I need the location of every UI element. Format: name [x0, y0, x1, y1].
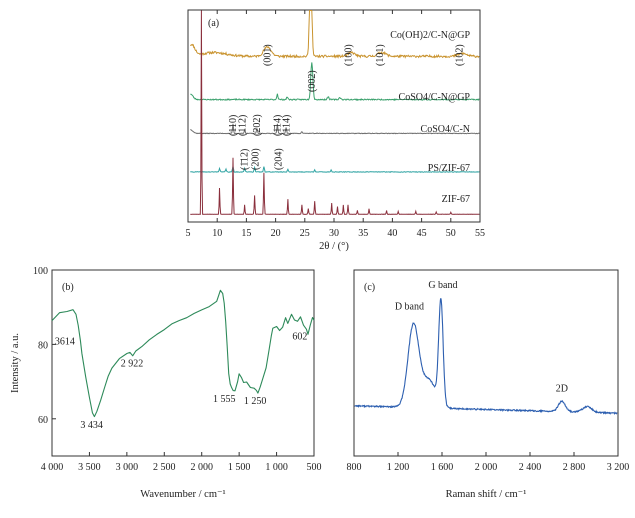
y-tick-label: 80 [38, 340, 48, 351]
x-tick-label: 25 [300, 228, 310, 239]
x-tick-label: 3 000 [116, 462, 139, 473]
peak-label-co-oh-2-c-n-gp-2: (100) [344, 44, 355, 66]
peak-label-coso4-c-n-4: (114) [282, 115, 293, 136]
panel-c-x-axis-label: Raman shift / cm⁻¹ [446, 489, 527, 500]
x-tick-label: 15 [241, 228, 251, 239]
x-tick-label: 50 [446, 228, 456, 239]
x-tick-label: 45 [417, 228, 427, 239]
series-coso4-c-n [190, 123, 480, 135]
x-tick-label: 500 [307, 462, 322, 473]
series-label-co-oh-2-c-n-gp: Co(OH)2/C-N@GP [390, 30, 470, 41]
panel-a-xrd: 5 10 15 20 25 30 35 40 45 50 55 Co(OH)2/C-N@GP (001… [186, 9, 485, 252]
x-tick-label: 20 [271, 228, 281, 239]
peak-label-co-oh-2-c-n-gp-3: (101) [375, 44, 386, 66]
panel-c-frame [353, 269, 619, 457]
x-tick-label: 2 000 [475, 462, 498, 473]
x-tick-label: 3 500 [78, 462, 101, 473]
peak-label-ps-zif-67-2: (204) [274, 148, 285, 170]
x-tick-label: 55 [475, 228, 485, 239]
band-annotation-d-band: D band [395, 301, 424, 312]
peak-label-coso4-c-n-2: (202) [252, 114, 263, 136]
peak-annotation: 2 922 [121, 359, 144, 370]
peak-annotation: 1 555 [213, 394, 236, 405]
peak-label-ps-zif-67-1: (200) [251, 148, 262, 170]
x-tick-label: 3 200 [607, 462, 630, 473]
panel-a-plot-area [189, 10, 480, 215]
series-label-ps-zif-67: PS/ZIF-67 [428, 163, 470, 174]
panel-b-frame [51, 269, 315, 457]
panel-c-label: (c) [364, 282, 375, 293]
x-tick-label: 2 800 [563, 462, 586, 473]
x-tick-label: 35 [358, 228, 368, 239]
x-tick-label: 40 [387, 228, 397, 239]
band-annotation-2d: 2D [556, 383, 568, 394]
series-label-coso4-c-n-gp: CoSO4/C-N@GP [399, 92, 471, 103]
panel-c-plot-area [354, 298, 618, 416]
x-tick-label: 1 000 [265, 462, 288, 473]
series-co-oh-2-c-n-gp [189, 10, 480, 59]
peak-label-coso4-c-n-1: (112) [237, 115, 248, 136]
panel-c-raman: 800 1 200 1 600 2 000 2 400 2 800 3 200 D band… [347, 269, 630, 500]
panel-b-x-axis-label: Wavenumber / cm⁻¹ [140, 489, 225, 500]
y-tick-label: 60 [38, 415, 48, 426]
panel-b-label: (b) [62, 282, 74, 293]
panel-a-x-axis-label: 2θ / (°) [319, 241, 349, 252]
x-tick-label: 2 400 [519, 462, 542, 473]
x-tick-label: 10 [212, 228, 222, 239]
panel-c-annotations: D band G band 2D [395, 280, 568, 394]
series-zif-67 [190, 10, 480, 215]
peak-label-co-oh-2-c-n-gp-4: (102) [455, 44, 466, 66]
x-tick-label: 800 [347, 462, 362, 473]
band-annotation-g-band: G band [428, 280, 457, 291]
ftir-spectrum-line [51, 289, 315, 418]
x-tick-label: 1 200 [387, 462, 410, 473]
panel-c-ticks: 800 1 200 1 600 2 000 2 400 2 800 3 200 [347, 452, 630, 473]
peak-annotation: 1 250 [244, 396, 267, 407]
panel-b-plot-area [51, 289, 315, 418]
x-tick-label: 4 000 [41, 462, 64, 473]
panel-a-x-ticks: 5 10 15 20 25 30 35 40 45 50 55 [186, 10, 485, 239]
x-tick-label: 5 [186, 228, 191, 239]
panel-a-label: (a) [208, 18, 219, 29]
peak-annotation: 3 434 [80, 420, 103, 431]
y-tick-label: 100 [33, 266, 48, 277]
peak-annotation: 3614 [55, 337, 75, 348]
panel-b-y-axis-label: Intensity / a.u. [10, 333, 21, 393]
x-tick-label: 30 [329, 228, 339, 239]
peak-label-ps-zif-67-0: (1̄12) [240, 149, 251, 170]
peak-label-coso4-c-n-3: (1̄14) [272, 115, 283, 136]
panel-b-annotations: 3614 3 434 2 922 1 555 1 250 602 [55, 332, 307, 432]
raman-spectrum-line [354, 298, 618, 416]
x-tick-label: 1 500 [228, 462, 251, 473]
x-tick-label: 2 000 [190, 462, 213, 473]
panel-a-peak-labels: Co(OH)2/C-N@GP (001) (100) (101) (102) CoSO4/… [228, 30, 470, 205]
x-tick-label: 1 600 [431, 462, 454, 473]
x-tick-label: 2 500 [153, 462, 176, 473]
peak-label-coso4-c-n-gp-0: (002) [307, 70, 318, 92]
peak-label-co-oh-2-c-n-gp-0: (001) [262, 44, 273, 66]
peak-annotation: 602 [292, 332, 307, 343]
panel-b-ticks: 4 000 3 500 3 000 2 500 2 000 1 500 1 000 500 60… [33, 266, 322, 473]
peak-label-coso4-c-n-0: (110) [228, 115, 239, 136]
series-label-coso4-c-n: CoSO4/C-N [421, 124, 470, 135]
series-ps-zif-67 [190, 165, 480, 173]
series-coso4-c-n-gp [190, 62, 480, 102]
panel-b-ftir: 4 000 3 500 3 000 2 500 2 000 1 500 1 000 500 60… [10, 266, 322, 500]
series-label-zif-67: ZIF-67 [442, 194, 470, 205]
